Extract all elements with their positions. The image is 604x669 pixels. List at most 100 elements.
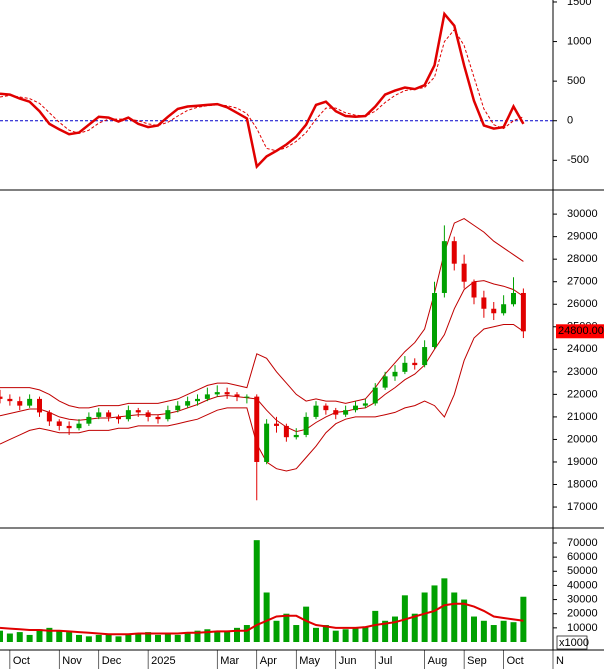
volume-bar <box>451 592 458 642</box>
candle-body <box>7 398 13 402</box>
candle-body <box>46 412 52 422</box>
y-tick-label: 0 <box>567 115 573 127</box>
candle-body <box>125 410 131 420</box>
candle-body <box>135 410 141 413</box>
x-tick-label: Dec <box>102 655 122 667</box>
y-tick-label: 1000 <box>567 35 591 47</box>
candle-body <box>372 387 378 404</box>
y-tick-label: 19000 <box>567 456 598 468</box>
volume-bar <box>105 633 112 642</box>
volume-bar <box>0 630 3 642</box>
candle-body <box>481 297 487 309</box>
volume-bar <box>204 629 211 642</box>
candle-body <box>461 263 467 282</box>
volume-bar <box>234 627 240 642</box>
candle-body <box>116 416 121 420</box>
x-tick-label: Nov <box>62 655 82 667</box>
y-tick-label: 29000 <box>567 231 598 243</box>
candle-body <box>175 405 181 411</box>
volume-bar <box>520 596 527 642</box>
volume-bar <box>16 632 23 642</box>
candle-body <box>56 421 62 426</box>
y-tick-label: 50000 <box>567 565 598 577</box>
volume-bar <box>303 606 310 642</box>
y-tick-label: 20000 <box>567 608 598 620</box>
candle-body <box>155 416 161 420</box>
volume-bar <box>421 592 428 642</box>
volume-bar <box>115 636 122 642</box>
candle-body <box>402 362 408 372</box>
volume-bar <box>500 620 507 642</box>
candle-body <box>234 394 240 397</box>
candle-body <box>303 416 309 435</box>
candle-body <box>293 434 299 438</box>
candle-body <box>441 241 447 293</box>
volume-bar <box>85 636 92 642</box>
candle-body <box>185 401 191 406</box>
volume-bar <box>431 585 438 642</box>
candle-body <box>491 308 497 314</box>
indicator-line <box>0 28 524 152</box>
volume-bar <box>66 632 73 642</box>
band-line <box>0 218 524 409</box>
volume-bar <box>372 610 379 642</box>
volume-bar <box>510 622 517 642</box>
x-tick-label: N <box>556 655 564 667</box>
indicator-line <box>0 11 525 170</box>
volume-bar <box>313 627 319 642</box>
candle-body <box>66 425 72 429</box>
candle-body <box>214 392 220 395</box>
candle-body <box>195 398 200 402</box>
last-price-box <box>556 324 604 339</box>
volume-bar <box>36 629 43 642</box>
y-tick-label: 70000 <box>567 537 598 549</box>
candle-body <box>106 412 112 417</box>
x-tick-label: Oct <box>13 655 30 667</box>
candle-body <box>0 396 3 399</box>
candle-body <box>254 396 260 462</box>
volume-bar <box>342 629 349 642</box>
volume-bar <box>332 630 339 642</box>
y-tick-label: 18000 <box>567 478 598 490</box>
y-tick-label: 1500 <box>567 0 591 8</box>
x-tick-label: Mar <box>220 655 239 667</box>
candle-body <box>362 403 368 406</box>
volume-bar <box>283 613 290 642</box>
candle-body <box>244 396 250 398</box>
candle-body <box>27 398 33 406</box>
candle-body <box>313 405 319 417</box>
last-price-label: 24800.00 <box>558 325 604 337</box>
y-tick-label: 21000 <box>567 411 598 423</box>
x-tick-label: Sep <box>467 655 487 667</box>
candle-body <box>343 410 349 415</box>
y-tick-label: 17000 <box>567 501 598 513</box>
volume-bar <box>480 620 487 642</box>
candle-body <box>145 412 151 417</box>
volume-bar <box>362 626 369 642</box>
volume-bar <box>76 634 82 642</box>
volume-bar <box>243 625 250 642</box>
candle-body <box>86 416 92 424</box>
y-tick-label: 28000 <box>567 253 598 265</box>
candle-body <box>471 281 477 298</box>
candle-body <box>353 405 358 411</box>
unit-box <box>556 635 588 650</box>
x-tick-label: Apr <box>260 655 277 667</box>
volume-bar <box>382 620 389 642</box>
volume-bar <box>174 634 181 642</box>
candle-body <box>283 425 289 438</box>
volume-bar <box>46 627 53 642</box>
y-tick-label: 500 <box>567 75 585 87</box>
candle-body <box>165 410 171 420</box>
volume-bar <box>471 616 477 642</box>
x-tick-label: Oct <box>507 655 524 667</box>
volume-bar <box>273 620 280 642</box>
y-tick-label: 23000 <box>567 366 598 378</box>
y-tick-label: 24000 <box>567 343 598 355</box>
volume-bar <box>145 632 152 642</box>
volume-bar <box>184 632 191 642</box>
candle-body <box>264 423 270 462</box>
candle-body <box>76 423 82 429</box>
y-tick-label: 20000 <box>567 433 598 445</box>
